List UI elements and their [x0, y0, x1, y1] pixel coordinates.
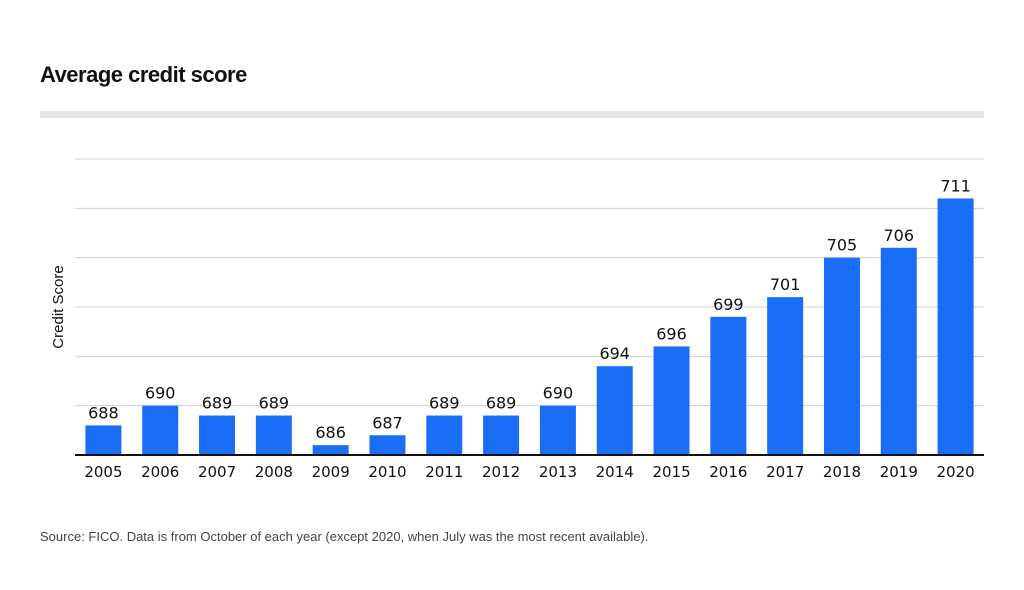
bar-2007 [199, 415, 236, 455]
chart-title: Average credit score [40, 62, 247, 87]
x-tick-label: 2005 [84, 463, 122, 481]
x-tick-label: 2009 [312, 463, 350, 481]
data-label: 711 [940, 176, 971, 195]
bar-2006 [142, 405, 179, 455]
x-tick-label: 2006 [141, 463, 179, 481]
x-tick-label: 2015 [652, 463, 690, 481]
data-label: 705 [827, 236, 858, 255]
bar-2005 [85, 425, 122, 455]
data-label: 689 [202, 394, 233, 413]
x-tick-label: 2014 [596, 463, 634, 481]
bar-2011 [426, 415, 463, 455]
data-label: 701 [770, 275, 801, 294]
x-tick-label: 2016 [709, 463, 747, 481]
x-tick-label: 2007 [198, 463, 236, 481]
bar-2015 [653, 346, 690, 455]
data-label: 706 [884, 226, 915, 245]
data-label: 687 [372, 413, 403, 432]
data-label: 690 [543, 384, 574, 403]
x-tick-label: 2012 [482, 463, 520, 481]
x-tick-label: 2019 [880, 463, 918, 481]
y-axis-label: Credit Score [50, 265, 67, 348]
x-tick-label: 2010 [368, 463, 406, 481]
bar-2010 [369, 435, 406, 455]
x-tick-label: 2018 [823, 463, 861, 481]
data-label: 690 [145, 384, 176, 403]
bar-2008 [255, 415, 292, 455]
data-label: 688 [88, 403, 119, 422]
x-tick-label: 2020 [937, 463, 975, 481]
bar-2009 [312, 445, 349, 455]
bar-2016 [710, 316, 747, 455]
source-note: Source: FICO. Data is from October of ea… [40, 529, 649, 544]
data-label: 686 [315, 423, 346, 442]
data-label: 689 [486, 394, 517, 413]
bar-2018 [823, 257, 860, 455]
bar-2017 [767, 297, 804, 455]
data-label: 694 [599, 344, 630, 363]
x-tick-label: 2017 [766, 463, 804, 481]
data-label: 689 [259, 394, 290, 413]
bar-2020 [937, 198, 974, 455]
x-tick-label: 2008 [255, 463, 293, 481]
data-label: 696 [656, 324, 687, 343]
bar-2012 [483, 415, 520, 455]
x-tick-label: 2013 [539, 463, 577, 481]
bar-2019 [880, 247, 917, 455]
bar-2013 [539, 405, 576, 455]
data-label: 689 [429, 394, 460, 413]
data-label: 699 [713, 295, 744, 314]
bar-2014 [596, 366, 633, 455]
title-divider [40, 111, 984, 118]
x-tick-label: 2011 [425, 463, 463, 481]
